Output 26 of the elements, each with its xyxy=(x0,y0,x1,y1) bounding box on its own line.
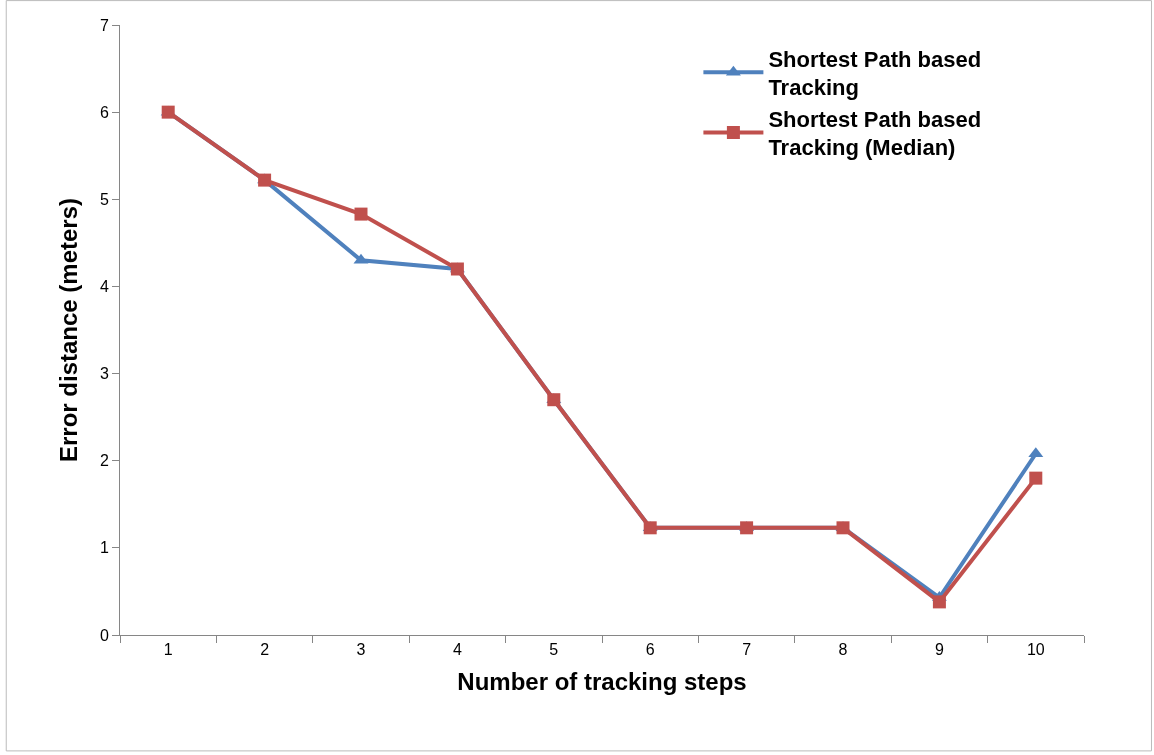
x-tick-label: 2 xyxy=(260,641,270,659)
x-tick-label: 6 xyxy=(645,641,655,659)
point xyxy=(547,393,561,407)
legend-label: Shortest Path based Tracking (Median) xyxy=(768,106,982,161)
x-tick-label: 8 xyxy=(838,641,848,659)
x-tick-label: 3 xyxy=(356,641,366,659)
legend-label: Shortest Path based Tracking xyxy=(768,46,982,101)
point xyxy=(354,207,368,221)
y-tick-label: 4 xyxy=(99,278,109,296)
point xyxy=(932,595,946,609)
y-axis-title: Error distance (meters) xyxy=(54,197,82,463)
x-tick-label: 7 xyxy=(742,641,752,659)
x-tick-label: 5 xyxy=(549,641,559,659)
y-tick-label: 3 xyxy=(99,365,109,383)
x-tick-label: 9 xyxy=(934,641,944,659)
y-tick-label: 7 xyxy=(99,16,109,34)
y-tick-label: 6 xyxy=(99,103,109,121)
x-tick-label: 1 xyxy=(163,641,173,659)
y-tick-label: 0 xyxy=(99,626,109,644)
y-tick-label: 5 xyxy=(99,190,109,208)
x-tick-label: 4 xyxy=(452,641,462,659)
x-tick-label: 10 xyxy=(1026,641,1045,659)
point xyxy=(1029,471,1043,485)
y-tick-label: 2 xyxy=(99,452,109,470)
y-tick-label: 1 xyxy=(99,539,109,557)
x-axis-title: Number of tracking steps xyxy=(457,667,747,695)
